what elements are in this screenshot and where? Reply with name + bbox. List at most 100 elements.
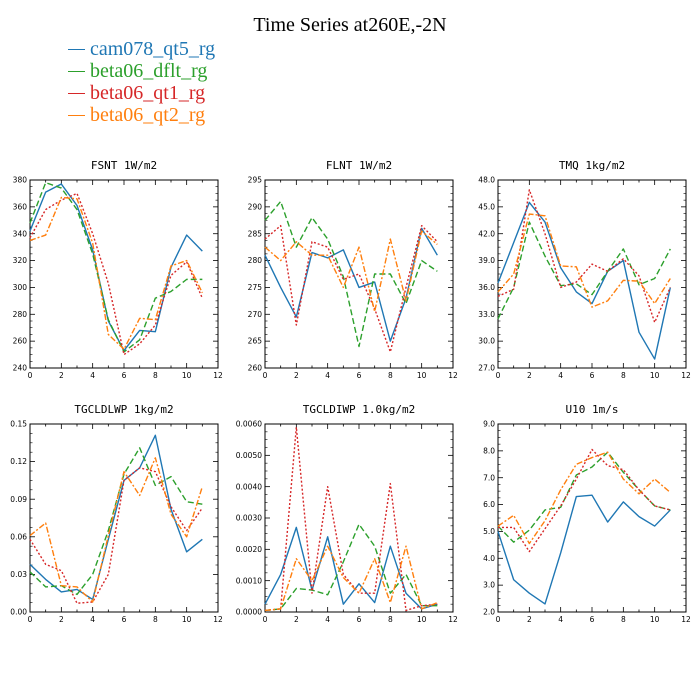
- x-tick-label: 4: [558, 371, 563, 380]
- x-tick-label: 6: [122, 371, 127, 380]
- panel-title: FLNT 1W/m2: [326, 159, 392, 172]
- series-line-beta06_dflt_rg: [29, 181, 203, 353]
- x-tick-label: 4: [325, 615, 330, 624]
- series-line-beta06_qt2_rg: [497, 213, 671, 308]
- series-line-beta06_qt1_rg: [264, 426, 438, 612]
- legend-line-swatch: [68, 92, 85, 94]
- y-tick-label: 33.0: [478, 310, 495, 319]
- y-tick-label: 290: [248, 202, 263, 211]
- y-tick-label: 27.0: [478, 364, 495, 373]
- legend-line-swatch: [68, 48, 85, 50]
- y-tick-label: 6.0: [483, 500, 495, 509]
- panel-title: TGCLDLWP 1kg/m2: [74, 403, 173, 416]
- y-tick-label: 0.00: [10, 608, 27, 617]
- x-tick-label: 6: [590, 615, 595, 624]
- x-tick-label: 10: [182, 371, 192, 380]
- y-tick-label: 0.09: [10, 495, 27, 504]
- x-tick-label: 12: [681, 371, 691, 380]
- series-line-beta06_qt2_rg: [29, 457, 203, 603]
- y-tick-label: 39.0: [478, 256, 495, 265]
- y-tick-label: 2.0: [483, 608, 495, 617]
- x-tick-label: 2: [527, 615, 532, 624]
- series-line-cam078_qt5_rg: [497, 201, 672, 360]
- plot-frame: [29, 423, 219, 613]
- y-tick-label: 265: [248, 337, 263, 346]
- x-tick-label: 12: [448, 615, 458, 624]
- x-tick-label: 0: [263, 371, 268, 380]
- chart-panel: TGCLDLWP 1kg/m2 0 2 4 6 8 10 12 0.00 0.03 0.06 0.09…: [10, 403, 223, 624]
- series-line-beta06_qt1_rg: [497, 189, 671, 324]
- y-tick-label: 270: [248, 310, 263, 319]
- y-tick-label: 5.0: [483, 527, 495, 536]
- y-tick-label: 0.03: [10, 570, 27, 579]
- legend: cam078_qt5_rg beta06_dflt_rg beta06_qt1_rg…: [68, 38, 215, 126]
- series-line-beta06_qt1_rg: [498, 448, 671, 553]
- y-tick-label: 7.0: [483, 473, 495, 482]
- plot-frame: [497, 423, 687, 613]
- x-tick-label: 10: [182, 615, 192, 624]
- y-tick-label: 8.0: [483, 446, 495, 455]
- x-tick-label: 0: [28, 371, 33, 380]
- x-tick-label: 2: [59, 615, 64, 624]
- x-tick-label: 12: [448, 371, 458, 380]
- y-tick-label: 30.0: [478, 337, 495, 346]
- x-tick-label: 6: [357, 371, 362, 380]
- x-tick-label: 2: [294, 371, 299, 380]
- y-tick-label: 0.06: [10, 532, 27, 541]
- series-line-cam078_qt5_rg: [264, 227, 438, 342]
- y-tick-label: 48.0: [478, 176, 495, 185]
- x-tick-label: 12: [213, 615, 223, 624]
- legend-entry: beta06_dflt_rg: [68, 60, 215, 82]
- x-tick-label: 8: [621, 371, 626, 380]
- panel-title: TGCLDIWP 1.0kg/m2: [303, 403, 416, 416]
- series-line-cam078_qt5_rg: [497, 494, 671, 605]
- y-tick-label: 320: [13, 256, 28, 265]
- y-tick-label: 285: [248, 229, 263, 238]
- y-tick-label: 0.0030: [236, 514, 262, 523]
- y-tick-label: 0.0060: [236, 420, 262, 429]
- series-line-beta06_qt1_rg: [29, 192, 203, 356]
- x-tick-label: 10: [650, 371, 660, 380]
- y-tick-label: 300: [13, 283, 28, 292]
- y-tick-label: 0.0020: [236, 545, 262, 554]
- figure-title: Time Series at260E,-2N: [253, 14, 447, 36]
- chart-panel: FLNT 1W/m2 0 2 4 6 8 10 12 260 265 270 275 280 285 290…: [248, 159, 458, 380]
- y-tick-label: 340: [13, 229, 28, 238]
- x-tick-label: 8: [388, 371, 393, 380]
- legend-label: cam078_qt5_rg: [90, 38, 216, 60]
- panel-title: U10 1m/s: [566, 403, 619, 416]
- x-tick-label: 0: [28, 615, 33, 624]
- y-tick-label: 280: [248, 256, 263, 265]
- x-tick-label: 4: [90, 371, 95, 380]
- y-tick-label: 0.0010: [236, 576, 262, 585]
- y-tick-label: 280: [13, 310, 28, 319]
- legend-label: beta06_qt1_rg: [90, 82, 206, 104]
- x-tick-label: 2: [527, 371, 532, 380]
- x-tick-label: 6: [590, 371, 595, 380]
- plot-frame: [264, 179, 454, 369]
- x-tick-label: 0: [496, 371, 501, 380]
- chart-panel: FSNT 1W/m2 0 2 4 6 8 10 12 240 260 280 300 320 340 360…: [13, 159, 223, 380]
- y-tick-label: 9.0: [483, 420, 495, 429]
- x-tick-label: 8: [153, 371, 158, 380]
- y-tick-label: 42.0: [478, 229, 495, 238]
- y-tick-label: 0.0000: [236, 608, 262, 617]
- y-tick-label: 295: [248, 176, 263, 185]
- series-line-beta06_dflt_rg: [264, 200, 438, 348]
- y-tick-label: 260: [248, 364, 263, 373]
- plot-frame: [29, 179, 219, 369]
- legend-label: beta06_qt2_rg: [90, 104, 206, 126]
- panel-title: FSNT 1W/m2: [91, 159, 157, 172]
- series-line-beta06_dflt_rg: [497, 451, 671, 543]
- y-tick-label: 0.12: [10, 457, 27, 466]
- legend-label: beta06_dflt_rg: [90, 60, 208, 82]
- legend-entry: beta06_qt2_rg: [68, 104, 215, 126]
- x-tick-label: 8: [388, 615, 393, 624]
- chart-panel: TMQ 1kg/m2 0 2 4 6 8 10 12 27.0 30.0 33.0 36.0 39.0 4…: [478, 159, 691, 380]
- x-tick-label: 8: [153, 615, 158, 624]
- series-line-beta06_qt1_rg: [264, 224, 438, 353]
- x-tick-label: 10: [417, 371, 427, 380]
- series-line-beta06_qt2_rg: [497, 451, 671, 545]
- y-tick-label: 0.0050: [236, 451, 262, 460]
- y-tick-label: 380: [13, 176, 28, 185]
